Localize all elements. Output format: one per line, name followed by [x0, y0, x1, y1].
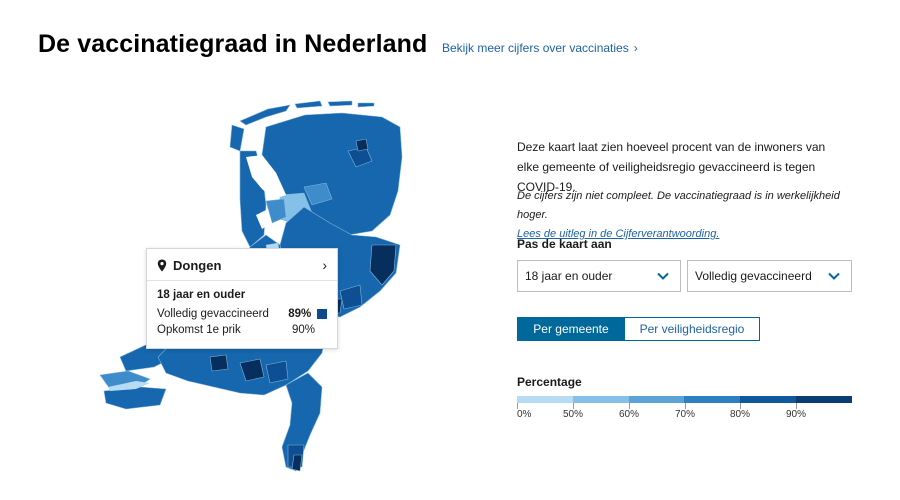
map-region — [369, 244, 397, 286]
map-region — [291, 454, 303, 472]
explanation-link[interactable]: Lees de uitleg in de Cijferverantwoordin… — [517, 228, 720, 240]
tooltip-header[interactable]: Dongen › — [147, 249, 337, 281]
color-swatch — [317, 309, 327, 319]
intro-text: Deze kaart laat zien hoeveel procent van… — [517, 140, 826, 194]
map-region — [339, 284, 363, 310]
tooltip-row: Opkomst 1e prik 90% — [157, 324, 327, 336]
legend-tick — [517, 403, 518, 409]
legend-title: Percentage — [517, 375, 582, 389]
map-region — [303, 182, 333, 206]
legend-swatch — [740, 396, 797, 403]
map-region — [265, 360, 289, 384]
legend-label: 50% — [563, 409, 584, 420]
legend-label: 80% — [730, 409, 751, 420]
chevron-right-icon: › — [633, 41, 638, 55]
page-title: De vaccinatiegraad in Nederland — [38, 30, 428, 58]
chevron-down-icon — [828, 272, 840, 280]
legend-tick — [740, 403, 741, 409]
tooltip-place: Dongen — [173, 257, 222, 273]
region-toggle: Per gemeente Per veiligheidsregio — [517, 317, 760, 341]
map-region — [327, 100, 353, 107]
legend-label: 90% — [786, 409, 807, 420]
adjust-map-label: Pas de kaart aan — [517, 237, 612, 251]
map-region — [357, 102, 375, 108]
legend-swatch — [628, 396, 685, 403]
note-text: De cijfers zijn niet compleet. De vaccin… — [517, 190, 840, 221]
chevron-right-icon[interactable]: › — [322, 257, 327, 273]
more-figures-label: Bekijk meer cijfers over vaccinaties — [442, 41, 629, 55]
tooltip-row-label: Volledig gevaccineerd — [157, 308, 269, 320]
map-region — [239, 104, 291, 126]
chevron-down-icon — [657, 272, 669, 280]
legend-swatch — [572, 396, 629, 403]
legend-tick — [685, 403, 686, 409]
river-westerschelde — [108, 381, 150, 391]
legend-swatch — [684, 396, 741, 403]
vaccination-status-value: Volledig gevaccineerd — [695, 269, 812, 283]
per-municipality-button[interactable]: Per gemeente — [517, 317, 625, 341]
tooltip-row-value: 89% — [288, 308, 312, 320]
legend-color-bar — [517, 396, 852, 403]
map-region — [239, 358, 265, 382]
map-tooltip: Dongen › 18 jaar en ouder Volledig gevac… — [146, 248, 338, 349]
vaccination-status-select[interactable]: Volledig gevaccineerd — [687, 260, 852, 292]
per-safety-region-button[interactable]: Per veiligheidsregio — [625, 317, 760, 341]
legend-label: 0% — [517, 409, 532, 420]
legend-ticks — [517, 403, 852, 411]
map-region — [229, 124, 245, 152]
tooltip-group: 18 jaar en ouder — [157, 289, 246, 301]
legend-tick — [573, 403, 574, 409]
disclaimer-note: De cijfers zijn niet compleet. De vaccin… — [517, 187, 857, 244]
tooltip-row: Volledig gevaccineerd 89% — [157, 308, 327, 320]
age-group-select[interactable]: 18 jaar en ouder — [517, 260, 681, 292]
legend-tick — [629, 403, 630, 409]
legend-label: 60% — [619, 409, 640, 420]
legend-swatch — [796, 396, 852, 403]
location-pin-icon — [157, 259, 167, 271]
map-region — [265, 198, 287, 224]
tooltip-row-value: 90% — [291, 324, 315, 336]
lake-markermeer — [256, 209, 272, 229]
age-group-value: 18 jaar en ouder — [525, 269, 613, 283]
lake-ijsselmeer — [246, 155, 286, 199]
legend-tick — [796, 403, 797, 409]
map-region — [294, 100, 323, 109]
map-region — [355, 138, 369, 152]
legend-swatch — [517, 396, 573, 403]
more-figures-link[interactable]: Bekijk meer cijfers over vaccinaties › — [442, 41, 638, 55]
map-region — [209, 354, 229, 372]
legend-label: 70% — [675, 409, 696, 420]
tooltip-row-label: Opkomst 1e prik — [157, 324, 241, 336]
